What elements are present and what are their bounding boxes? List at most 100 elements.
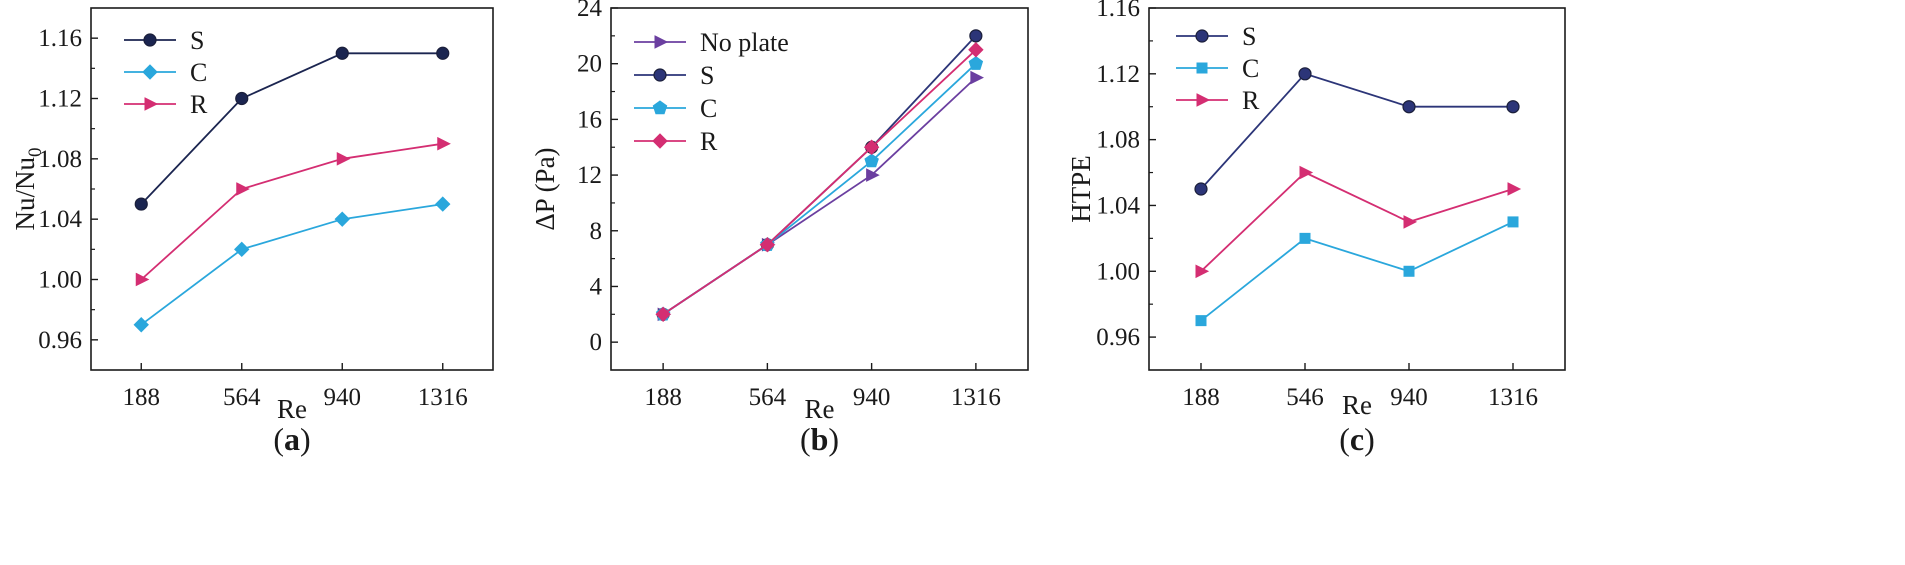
data-point <box>134 197 148 211</box>
panel-label-letter: c <box>1350 421 1364 457</box>
y-axis-label-main: ΔP (Pa) <box>530 147 560 230</box>
panel-label-letter: a <box>284 421 300 457</box>
series-line-r <box>140 142 443 281</box>
legend-label: S <box>1242 22 1256 51</box>
legend-marker <box>142 64 158 80</box>
data-point <box>437 136 451 151</box>
data-point <box>1299 165 1314 180</box>
y-tick-label: 1.16 <box>38 25 82 52</box>
y-tick-label: 12 <box>577 162 602 189</box>
series-line-r <box>662 49 977 316</box>
series-line-c <box>140 203 443 326</box>
panel-label-close: ) <box>300 421 311 457</box>
legend-label: C <box>700 94 717 123</box>
legend-marker <box>1196 62 1208 74</box>
x-tick-label: 564 <box>749 384 787 411</box>
y-axis-label-main: HTPE <box>1066 155 1096 223</box>
panel-label-close: ) <box>828 421 839 457</box>
legend-label: R <box>1242 86 1260 115</box>
legend-marker <box>1195 29 1209 43</box>
y-tick-label: 1.16 <box>1096 0 1140 22</box>
plot-frame <box>90 7 494 371</box>
legend-marker <box>143 33 157 47</box>
panel-label: (c) <box>1339 421 1375 457</box>
series-line-r <box>1200 171 1514 272</box>
data-point <box>1402 100 1416 114</box>
legend-label: C <box>1242 54 1259 83</box>
legend-label: R <box>190 90 208 119</box>
y-tick-label: 0.96 <box>1096 324 1140 351</box>
x-tick-label: 188 <box>644 384 682 411</box>
x-axis-label: Re <box>277 394 307 424</box>
y-tick-label: 1.04 <box>1096 192 1140 219</box>
y-axis-label: Nu/Nu0 <box>10 148 46 231</box>
x-tick-label: 1316 <box>951 384 1001 411</box>
data-point <box>969 29 983 43</box>
data-point <box>1507 216 1519 228</box>
x-axis-label: Re <box>805 394 835 424</box>
y-tick-label: 1.04 <box>38 206 82 233</box>
y-axis-label-subscript: 0 <box>25 148 46 158</box>
y-tick-label: 1.00 <box>38 267 82 294</box>
data-point <box>1506 100 1520 114</box>
y-tick-label: 16 <box>577 106 602 133</box>
legend-marker <box>652 133 668 149</box>
y-axis-label-main: Nu/Nu <box>10 157 40 231</box>
data-point <box>655 306 671 323</box>
data-point <box>1195 315 1207 327</box>
data-point <box>334 211 350 227</box>
y-tick-label: 0 <box>590 329 603 356</box>
data-point <box>1507 182 1522 196</box>
x-tick-label: 940 <box>853 384 891 411</box>
data-point <box>1403 265 1415 277</box>
y-axis-label: ΔP (Pa) <box>530 147 560 230</box>
series-line-c <box>1200 221 1514 322</box>
plot-frame <box>610 7 1029 371</box>
legend-label: No plate <box>700 28 789 57</box>
chart-panel-b: 0 4 8 12 16 20 24 188 564 940 1316 Re ΔP (Pa) No plat… <box>530 0 1029 457</box>
plot-frame <box>1148 7 1566 371</box>
data-point <box>234 241 250 258</box>
x-tick-label: 1316 <box>1488 384 1538 411</box>
data-point <box>1299 232 1311 244</box>
panel-label-open: ( <box>1339 421 1350 457</box>
data-point <box>864 153 879 168</box>
data-point <box>1403 215 1418 229</box>
data-point <box>1194 182 1208 196</box>
legend-label: S <box>700 61 714 90</box>
data-point <box>235 91 249 106</box>
data-point <box>759 236 776 253</box>
y-axis-label: HTPE <box>1066 155 1096 223</box>
data-point <box>335 46 349 60</box>
data-point <box>1298 67 1312 81</box>
x-tick-label: 940 <box>1390 384 1428 411</box>
legend-marker <box>654 35 669 49</box>
chart-panel-c: 0.96 1.00 1.04 1.08 1.12 1.16 188 546 940 1316 Re H… <box>1066 0 1566 457</box>
legend-label: S <box>190 26 204 55</box>
panel-label-open: ( <box>273 421 284 457</box>
legend-marker <box>144 97 159 111</box>
chart-panel-a: 0.96 1.00 1.04 1.08 1.12 1.16 188 564 940 1316 Re N… <box>10 7 494 457</box>
panel-label-letter: b <box>811 421 829 457</box>
panel-label-close: ) <box>1364 421 1375 457</box>
y-tick-label: 4 <box>590 273 603 300</box>
y-tick-label: 1.08 <box>38 146 82 173</box>
y-tick-label: 1.12 <box>1096 61 1140 88</box>
x-tick-label: 188 <box>1182 384 1220 411</box>
data-point <box>336 152 351 166</box>
legend-label: C <box>190 58 207 87</box>
data-point <box>866 168 880 182</box>
data-point <box>436 46 450 60</box>
x-tick-label: 188 <box>123 384 161 411</box>
data-point <box>135 272 150 287</box>
y-tick-label: 0.96 <box>38 327 82 354</box>
x-tick-label: 1316 <box>418 384 468 411</box>
panel-label: (a) <box>273 421 310 457</box>
y-tick-label: 1.08 <box>1096 127 1140 154</box>
data-point <box>133 317 149 333</box>
data-point <box>1195 264 1210 279</box>
panel-label-open: ( <box>800 421 811 457</box>
legend-label: R <box>700 127 718 156</box>
x-tick-label: 546 <box>1286 384 1324 411</box>
